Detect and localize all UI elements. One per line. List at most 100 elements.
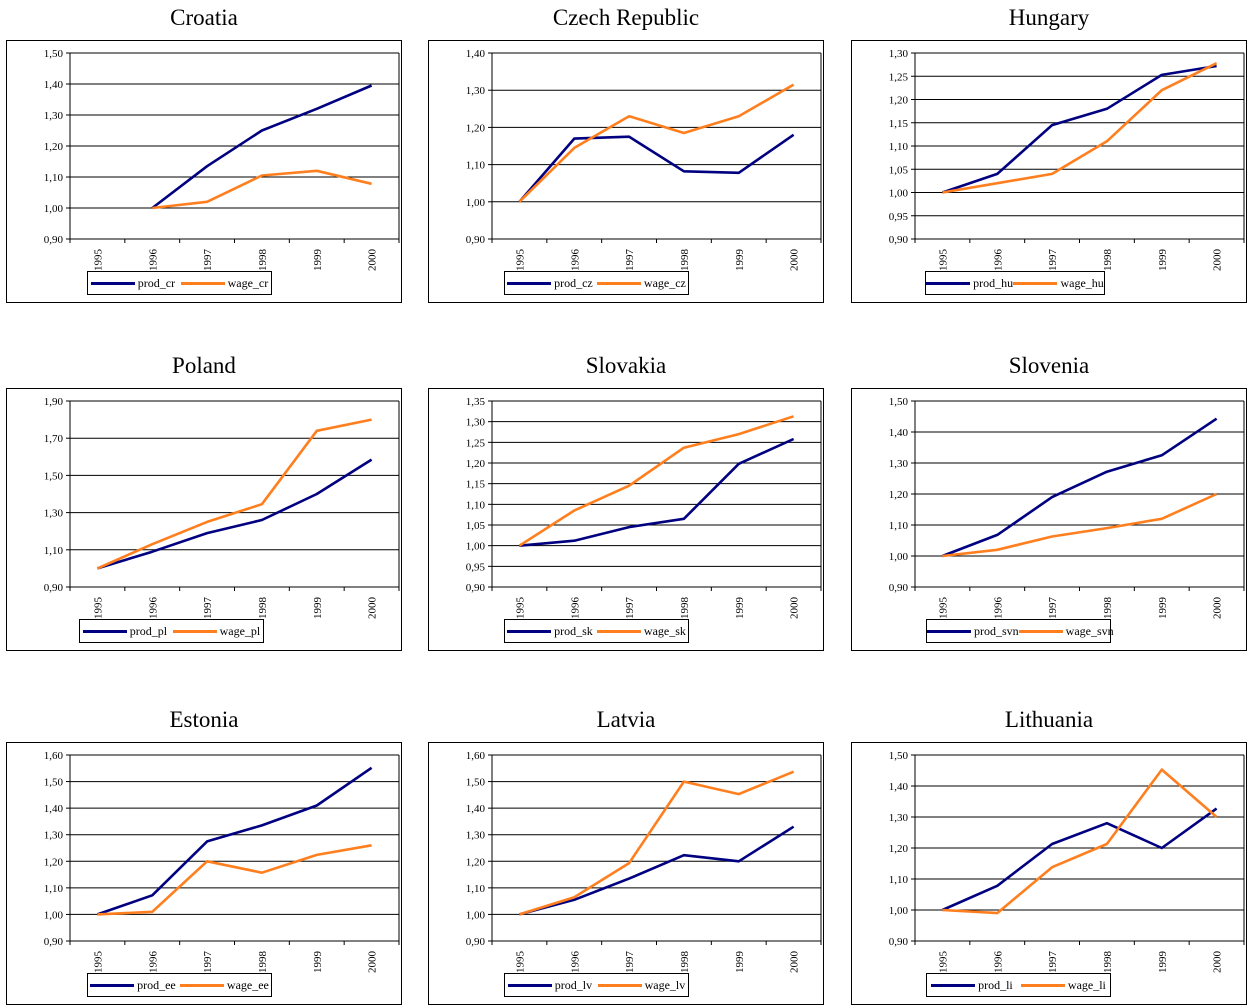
- legend-swatch: [1013, 281, 1058, 285]
- y-tick-label: 1,10: [466, 883, 486, 895]
- series-line-prod_li: [941, 807, 1218, 912]
- y-tick-label: 0,90: [44, 936, 64, 948]
- legend-item-prod_cz: prod_cz: [507, 276, 593, 291]
- legend-item-prod_ee: prod_ee: [90, 978, 176, 993]
- legend-item-prod_sk: prod_sk: [507, 624, 593, 639]
- y-tick-label: 1,50: [466, 777, 486, 789]
- x-tick-label: 2000: [367, 597, 379, 620]
- y-tick-label: 1,20: [889, 489, 909, 501]
- legend-item-prod_li: prod_li: [931, 978, 1013, 993]
- legend-item-wage_li: wage_li: [1020, 978, 1106, 993]
- legend-swatch: [597, 983, 642, 987]
- legend-label: prod_pl: [129, 623, 168, 638]
- legend-swatch: [507, 281, 552, 285]
- y-tick-label: 1,50: [44, 48, 64, 60]
- x-tick-label: 1995: [92, 249, 104, 272]
- series-line-wage_cr: [152, 169, 372, 210]
- y-tick-label: 1,50: [889, 396, 909, 408]
- x-tick-label: 1997: [202, 951, 214, 974]
- legend-label: wage_svn: [1065, 623, 1114, 638]
- x-tick-label: 1997: [202, 597, 214, 620]
- legend-swatch: [172, 629, 217, 633]
- line-chart-slovakia: 0,90 0,95 1,00 1,05 1,10 1,15 1,20 1,25 1,30 1,35…: [466, 396, 822, 620]
- x-tick-label: 1995: [937, 597, 949, 620]
- series-line-prod_hu: [941, 64, 1217, 194]
- chart-panel-lithuania: 0,90 1,00 1,10 1,20 1,30 1,40 1,50 1995 1996 1997…: [851, 742, 1247, 1005]
- y-tick-label: 0,95: [466, 561, 486, 573]
- chart-title-hungary: Hungary: [1008, 5, 1090, 30]
- x-tick-label: 1998: [257, 249, 269, 271]
- y-tick-label: 1,35: [466, 396, 486, 408]
- legend-label: wage_ee: [226, 977, 269, 992]
- chart-panel-czech-republic: 0,90 1,00 1,10 1,20 1,30 1,40 1995 1996 1997 1998…: [428, 40, 824, 303]
- y-tick-label: 1,90: [44, 396, 64, 408]
- legend-item-prod_pl: prod_pl: [82, 623, 168, 639]
- line-chart-croatia: 0,90 1,00 1,10 1,20 1,30 1,40 1,50 1995 1996 1997…: [44, 48, 400, 272]
- line-chart-latvia: 0,90 1,00 1,10 1,20 1,30 1,40 1,50 1,60 1995 1996…: [466, 750, 822, 974]
- legend: prod_ee wage_ee: [87, 973, 272, 997]
- x-tick-label: 1995: [514, 597, 526, 620]
- x-tick-label: 1995: [92, 951, 104, 974]
- legend-swatch: [1018, 629, 1063, 633]
- legend-item-wage_hu: wage_hu: [1013, 275, 1104, 291]
- legend: prod_cr wage_cr: [87, 271, 272, 295]
- chart-title-slovakia: Slovakia: [585, 353, 667, 378]
- legend-label: wage_hu: [1060, 275, 1104, 290]
- line-chart-poland: 0,90 1,10 1,30 1,50 1,70 1,90 1995 1996 1997 1998…: [44, 396, 400, 620]
- chart-panel-croatia: 0,90 1,00 1,10 1,20 1,30 1,40 1,50 1995 1996 1997…: [6, 40, 402, 303]
- series-line-wage_hu: [942, 62, 1218, 194]
- legend-swatch: [507, 629, 552, 633]
- series-line-wage_svn: [942, 492, 1218, 558]
- x-tick-label: 1996: [992, 597, 1004, 620]
- x-tick-label: 1997: [624, 951, 636, 974]
- legend-item-wage_lv: wage_lv: [597, 978, 685, 993]
- legend-item-wage_sk: wage_sk: [596, 624, 686, 639]
- y-tick-label: 1,30: [44, 508, 64, 520]
- legend: prod_pl wage_pl: [79, 619, 264, 643]
- y-tick-label: 1,30: [466, 85, 486, 97]
- x-tick-label: 1996: [569, 951, 581, 974]
- y-tick-label: 1,50: [889, 750, 909, 762]
- x-tick-label: 1998: [679, 597, 691, 620]
- y-tick-label: 1,00: [889, 551, 909, 563]
- y-tick-label: 1,20: [466, 458, 486, 470]
- legend-label: wage_cr: [227, 275, 269, 290]
- legend-swatch: [180, 281, 225, 285]
- chart-panel-hungary: 0,90 0,95 1,00 1,05 1,10 1,15 1,20 1,25 1,30 1995…: [851, 40, 1247, 303]
- y-tick-label: 1,00: [466, 197, 486, 209]
- x-tick-label: 1996: [147, 951, 159, 974]
- x-tick-label: 1996: [569, 249, 581, 272]
- y-tick-label: 1,40: [889, 781, 909, 793]
- series-line-prod_cr: [151, 84, 373, 210]
- line-chart-estonia: 0,90 1,00 1,10 1,20 1,30 1,40 1,50 1,60 1995 1996…: [44, 750, 400, 974]
- legend-label: prod_ee: [137, 977, 176, 992]
- y-tick-label: 1,05: [466, 520, 486, 532]
- x-tick-label: 1997: [1047, 597, 1059, 620]
- y-tick-label: 1,10: [466, 160, 486, 172]
- legend-label: wage_pl: [219, 623, 261, 638]
- legend-swatch: [596, 281, 641, 285]
- legend-item-wage_pl: wage_pl: [172, 623, 261, 639]
- y-tick-label: 0,90: [466, 582, 486, 594]
- y-tick-label: 1,00: [889, 188, 909, 200]
- y-tick-label: 0,90: [466, 234, 486, 246]
- y-tick-label: 1,00: [44, 909, 64, 921]
- series-line-wage_ee: [97, 844, 372, 916]
- series-line-wage_li: [942, 768, 1218, 915]
- series-line-prod_ee: [96, 766, 373, 916]
- chart-title-slovenia: Slovenia: [1008, 353, 1090, 378]
- x-tick-label: 1995: [514, 951, 526, 974]
- y-tick-label: 0,90: [44, 234, 64, 246]
- y-tick-label: 1,30: [889, 458, 909, 470]
- x-tick-label: 1997: [1047, 249, 1059, 272]
- chart-title-latvia: Latvia: [596, 707, 656, 732]
- x-tick-label: 1996: [569, 597, 581, 620]
- x-tick-label: 2000: [789, 951, 801, 974]
- y-tick-label: 1,05: [889, 164, 909, 176]
- series-line-prod_pl: [97, 458, 373, 570]
- x-tick-label: 1997: [624, 249, 636, 272]
- y-tick-label: 1,60: [44, 750, 64, 762]
- y-tick-label: 1,10: [44, 545, 64, 557]
- legend-label: prod_sk: [554, 623, 593, 638]
- series-line-wage_pl: [96, 418, 372, 570]
